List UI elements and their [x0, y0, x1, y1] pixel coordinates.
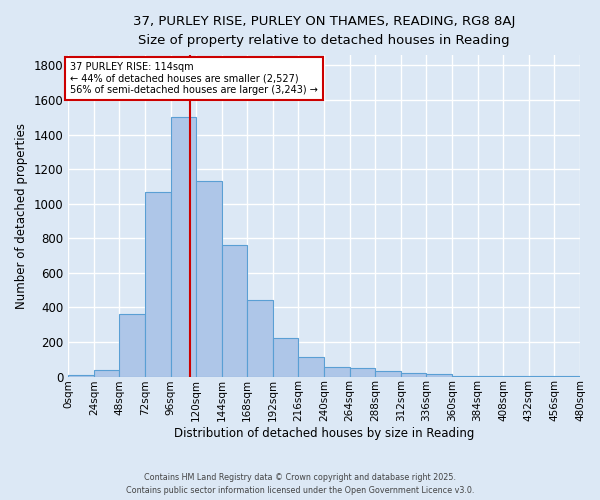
Bar	[350, 368, 375, 376]
Bar	[375, 372, 401, 376]
Bar	[170, 118, 196, 376]
Text: Contains HM Land Registry data © Crown copyright and database right 2025.
Contai: Contains HM Land Registry data © Crown c…	[126, 474, 474, 495]
Bar	[324, 367, 350, 376]
Bar	[222, 245, 247, 376]
Bar	[247, 300, 273, 376]
Title: 37, PURLEY RISE, PURLEY ON THAMES, READING, RG8 8AJ
Size of property relative to: 37, PURLEY RISE, PURLEY ON THAMES, READI…	[133, 15, 515, 47]
Y-axis label: Number of detached properties: Number of detached properties	[15, 123, 28, 309]
Bar	[196, 182, 222, 376]
Bar	[298, 356, 324, 376]
Text: 37 PURLEY RISE: 114sqm
← 44% of detached houses are smaller (2,527)
56% of semi-: 37 PURLEY RISE: 114sqm ← 44% of detached…	[70, 62, 318, 95]
Bar	[401, 374, 427, 376]
Bar	[273, 338, 298, 376]
Bar	[68, 375, 94, 376]
Bar	[145, 192, 170, 376]
Bar	[119, 314, 145, 376]
X-axis label: Distribution of detached houses by size in Reading: Distribution of detached houses by size …	[174, 427, 474, 440]
Bar	[94, 370, 119, 376]
Bar	[427, 374, 452, 376]
